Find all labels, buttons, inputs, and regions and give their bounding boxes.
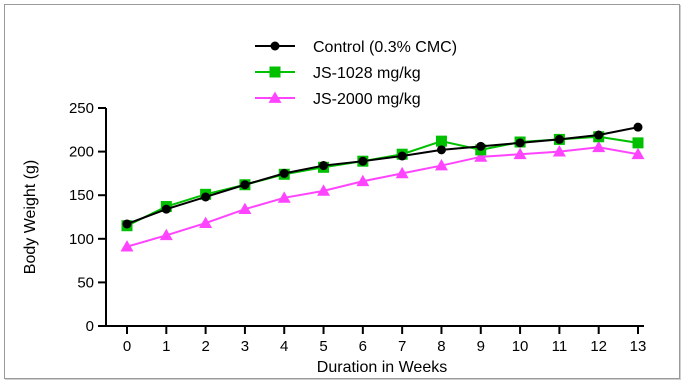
- data-point-0-4: [279, 168, 289, 178]
- series-layer: [120, 122, 645, 252]
- legend-label-2: JS-2000 mg/kg: [313, 91, 421, 108]
- y-tick-label-150: 150: [69, 187, 94, 204]
- data-point-0-12: [594, 130, 604, 140]
- x-tick-label-7: 7: [398, 338, 406, 355]
- data-point-2-5: [317, 184, 331, 196]
- series-1: [121, 131, 644, 232]
- y-tick-label-200: 200: [69, 144, 94, 161]
- data-point-2-12: [592, 140, 606, 153]
- x-tick-label-13: 13: [630, 338, 647, 355]
- data-point-0-9: [476, 141, 486, 151]
- data-point-2-6: [356, 174, 370, 187]
- y-axis-title: Body Weight (g): [22, 160, 39, 274]
- series-2: [120, 140, 645, 252]
- x-tick-label-6: 6: [359, 338, 367, 355]
- data-point-2-13: [631, 147, 645, 160]
- data-point-2-4: [277, 191, 291, 203]
- legend-item-2: JS-2000 mg/kg: [255, 91, 421, 108]
- series-line-2: [126, 146, 639, 248]
- x-tick-label-3: 3: [241, 338, 249, 355]
- data-point-0-13: [633, 122, 643, 132]
- data-point-0-5: [319, 161, 329, 171]
- y-tick-label-100: 100: [69, 231, 94, 248]
- x-tick-label-4: 4: [280, 338, 288, 355]
- data-point-2-10: [513, 147, 527, 160]
- y-tick-label-50: 50: [77, 274, 94, 291]
- legend-label-1: JS-1028 mg/kg: [313, 65, 421, 82]
- x-tick-label-11: 11: [552, 338, 568, 355]
- data-point-0-3: [240, 180, 250, 190]
- data-point-2-2: [199, 216, 213, 228]
- x-tick-label-0: 0: [123, 338, 131, 355]
- legend-label-0: Control (0.3% CMC): [313, 39, 457, 56]
- legend-marker-0: [270, 41, 280, 51]
- data-point-0-1: [161, 204, 171, 214]
- x-tick-label-2: 2: [201, 338, 209, 355]
- data-point-0-6: [358, 156, 368, 166]
- legend: Control (0.3% CMC) JS-1028 mg/kg JS-2000 m…: [255, 39, 457, 108]
- data-point-1-8: [435, 135, 447, 147]
- data-point-2-3: [238, 202, 252, 215]
- y-tick-label-250: 250: [69, 100, 94, 117]
- data-point-2-8: [434, 159, 448, 171]
- data-point-0-2: [201, 192, 211, 202]
- x-tick-label-9: 9: [477, 338, 485, 355]
- data-point-0-10: [515, 138, 525, 148]
- x-tick-label-12: 12: [590, 338, 607, 355]
- data-point-0-11: [554, 134, 564, 144]
- data-point-2-9: [474, 150, 488, 162]
- data-point-0-8: [436, 145, 446, 155]
- y-tick-label-0: 0: [86, 318, 94, 335]
- data-point-0-7: [397, 151, 407, 161]
- data-point-2-0: [120, 240, 134, 252]
- series-0: [122, 122, 643, 229]
- x-tick-label-5: 5: [319, 338, 327, 355]
- legend-item-0: Control (0.3% CMC): [255, 39, 457, 56]
- legend-marker-2: [268, 91, 282, 103]
- x-tick-label-1: 1: [162, 338, 170, 355]
- x-axis-title: Duration in Weeks: [317, 359, 447, 376]
- x-tick-label-8: 8: [437, 338, 445, 355]
- data-point-2-11: [552, 145, 566, 157]
- data-point-2-1: [159, 228, 173, 241]
- legend-marker-1: [269, 66, 281, 78]
- legend-item-1: JS-1028 mg/kg: [255, 65, 421, 82]
- series-line-0: [126, 126, 639, 225]
- x-tick-label-10: 10: [512, 338, 529, 355]
- chart-frame: 0 50 100 150 200 250 0 1 2 3 4 5 6 7 8 9 10 11 12 13 Contro…: [4, 4, 680, 379]
- data-point-2-7: [395, 166, 409, 179]
- data-point-1-13: [632, 137, 644, 149]
- data-point-0-0: [122, 219, 132, 229]
